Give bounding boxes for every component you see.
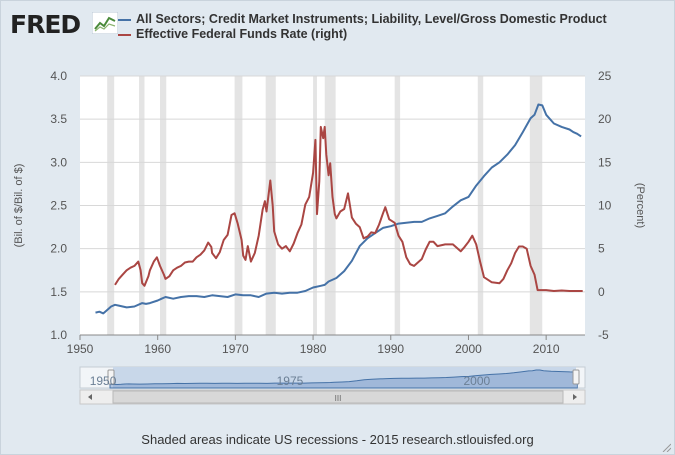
y-right-tick-label-4: 15 xyxy=(598,155,612,169)
y-left-tick-label-4: 3.0 xyxy=(50,155,67,169)
series-line-credit xyxy=(95,103,582,315)
fred-logo[interactable]: FRED xyxy=(10,10,81,39)
legend-swatch-fedfunds xyxy=(118,34,131,36)
y-right-tick-label-6: 25 xyxy=(598,69,612,83)
footer-note: Shaded areas indicate US recessions - 20… xyxy=(141,432,534,447)
legend-item-credit[interactable]: All Sectors; Credit Market Instruments; … xyxy=(118,12,638,27)
y-right-tick-label-2: 5 xyxy=(598,242,605,256)
x-tick-label-1960: 1960 xyxy=(144,342,171,356)
navigator-handle-right[interactable] xyxy=(572,369,580,385)
y-left-tick-label-2: 2.0 xyxy=(50,242,67,256)
legend-item-fedfunds[interactable]: Effective Federal Funds Rate (right) xyxy=(118,27,638,42)
y-left-tick-label-0: 1.0 xyxy=(50,328,67,342)
x-tick-label-1970: 1970 xyxy=(222,342,249,356)
x-tick-label-1990: 1990 xyxy=(377,342,404,356)
y-left-axis-label: (Bil. of $/Bil. of $) xyxy=(13,164,25,248)
legend-swatch-credit xyxy=(118,19,131,21)
y-left-tick-label-6: 4.0 xyxy=(50,69,67,83)
scrollbar-grip-icon: III xyxy=(335,394,342,403)
legend-label-fedfunds: Effective Federal Funds Rate (right) xyxy=(136,27,348,41)
scroll-right-arrow-icon[interactable] xyxy=(573,394,577,400)
y-left-tick-label-5: 3.5 xyxy=(50,112,67,126)
legend-label-credit: All Sectors; Credit Market Instruments; … xyxy=(136,12,607,26)
resize-handle-icon[interactable] xyxy=(661,442,671,452)
navigator-label-1950: 1950 xyxy=(90,374,117,388)
fred-graph-icon xyxy=(92,12,118,34)
scroll-left-arrow-icon[interactable] xyxy=(88,394,92,400)
series-line-fedfunds xyxy=(114,125,583,292)
y-right-tick-label-0: -5 xyxy=(598,328,609,342)
y-right-axis-label: (Percent) xyxy=(634,183,646,228)
navigator-label-1975: 1975 xyxy=(277,374,304,388)
y-left-tick-label-3: 2.5 xyxy=(50,199,67,213)
y-right-tick-label-3: 10 xyxy=(598,199,612,213)
x-tick-label-2010: 2010 xyxy=(533,342,560,356)
navigator-label-2000: 2000 xyxy=(464,374,491,388)
x-tick-label-1950: 1950 xyxy=(67,342,94,356)
y-left-tick-label-1: 1.5 xyxy=(50,285,67,299)
y-right-tick-label-5: 20 xyxy=(598,112,612,126)
x-tick-label-2000: 2000 xyxy=(455,342,482,356)
scrollbar-thumb[interactable] xyxy=(112,390,564,404)
chart-legend: All Sectors; Credit Market Instruments; … xyxy=(118,12,638,42)
navigator-handle-left[interactable] xyxy=(107,369,115,385)
x-tick-label-1980: 1980 xyxy=(300,342,327,356)
navigator-series-area xyxy=(109,369,578,389)
y-right-tick-label-1: 0 xyxy=(598,285,605,299)
